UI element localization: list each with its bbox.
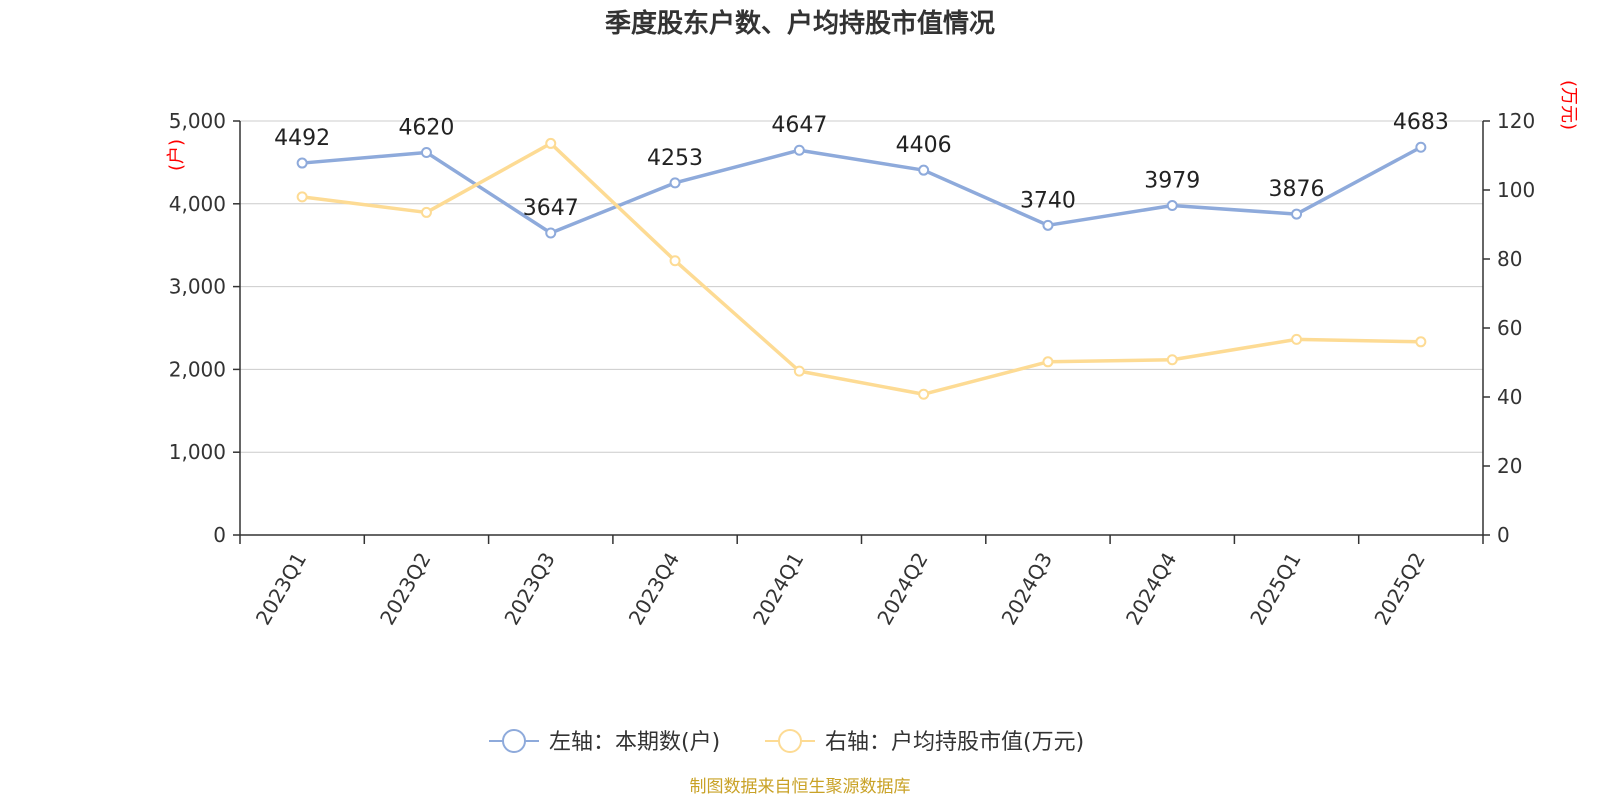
- point-market-value: [420, 206, 432, 218]
- x-tick-label: 2024Q1: [748, 548, 808, 629]
- x-tick-label: 2024Q2: [872, 548, 932, 629]
- point-market-value: [545, 137, 557, 149]
- data-label-holders: 4253: [647, 146, 703, 171]
- y-left-tick-label: 4,000: [169, 192, 226, 216]
- data-label-holders: 3876: [1269, 177, 1325, 202]
- y-left-tick-label: 3,000: [169, 275, 226, 299]
- point-holders: [669, 177, 681, 189]
- series-line-holders: [302, 145, 1422, 235]
- legend-label: 左轴：本期数(户): [549, 730, 720, 755]
- x-tick-label: 2025Q1: [1245, 548, 1305, 629]
- point-holders: [918, 164, 930, 176]
- y-left-tick-label: 5,000: [169, 109, 226, 133]
- point-market-value: [669, 255, 681, 267]
- data-label-holders: 3647: [523, 196, 579, 221]
- y-right-tick-label: 60: [1497, 316, 1522, 340]
- x-tick-label: 2023Q2: [375, 548, 435, 629]
- point-holders: [1042, 219, 1054, 231]
- point-holders: [545, 227, 557, 239]
- legend-label: 右轴：户均持股市值(万元): [825, 730, 1084, 755]
- point-market-value: [1166, 354, 1178, 366]
- data-label-holders: 4683: [1393, 110, 1449, 135]
- y-left-tick-label: 2,000: [169, 357, 226, 381]
- data-label-holders: 4647: [771, 113, 827, 138]
- data-label-holders: 3740: [1020, 188, 1076, 213]
- data-label-holders: 4492: [274, 126, 330, 151]
- y-right-tick-label: 80: [1497, 247, 1522, 271]
- point-holders: [1415, 141, 1427, 153]
- point-market-value: [1291, 333, 1303, 345]
- y-right-tick-label: 40: [1497, 385, 1522, 409]
- point-holders: [420, 146, 432, 158]
- data-label-holders: 3979: [1144, 169, 1200, 194]
- point-market-value: [918, 388, 930, 400]
- y-right-unit: (万元): [1558, 80, 1579, 130]
- series-layer: [296, 137, 1427, 400]
- y-right-tick-label: 100: [1497, 178, 1535, 202]
- point-market-value: [1415, 336, 1427, 348]
- y-left-tick-label: 0: [213, 523, 226, 547]
- point-market-value: [1042, 356, 1054, 368]
- x-tick-label: 2023Q4: [624, 548, 684, 629]
- point-holders: [1291, 208, 1303, 220]
- x-tick-label: 2024Q4: [1121, 548, 1181, 629]
- x-tick-label: 2024Q3: [997, 548, 1057, 629]
- point-holders: [296, 157, 308, 169]
- x-tick-label: 2023Q3: [499, 548, 559, 629]
- data-label-holders: 4406: [896, 133, 952, 158]
- point-market-value: [793, 365, 805, 377]
- data-label-holders: 4620: [398, 115, 454, 140]
- legend-swatch-marker: [778, 729, 802, 753]
- source-note: 制图数据来自恒生聚源数据库: [690, 777, 911, 797]
- series-line-market-value: [301, 141, 1421, 396]
- chart-title: 季度股东户数、户均持股市值情况: [605, 8, 995, 39]
- point-holders: [793, 144, 805, 156]
- legend: 左轴：本期数(户) 右轴：户均持股市值(万元): [489, 729, 1084, 755]
- gridlines: [240, 120, 1483, 453]
- point-market-value: [296, 191, 308, 203]
- y-left-unit: (户): [166, 139, 187, 171]
- y-right-tick-label: 0: [1497, 523, 1510, 547]
- x-tick-label: 2025Q2: [1369, 548, 1429, 629]
- point-holders: [1166, 200, 1178, 212]
- legend-swatch-marker: [502, 729, 526, 753]
- x-tick-label: 2023Q1: [251, 548, 311, 629]
- y-right-tick-label: 120: [1497, 109, 1535, 133]
- data-labels: 4492 4620 3647 4253 4647 4406 3740 3979 3876 4683: [274, 110, 1449, 221]
- y-right-tick-label: 20: [1497, 454, 1522, 478]
- y-left-tick-label: 1,000: [169, 440, 226, 464]
